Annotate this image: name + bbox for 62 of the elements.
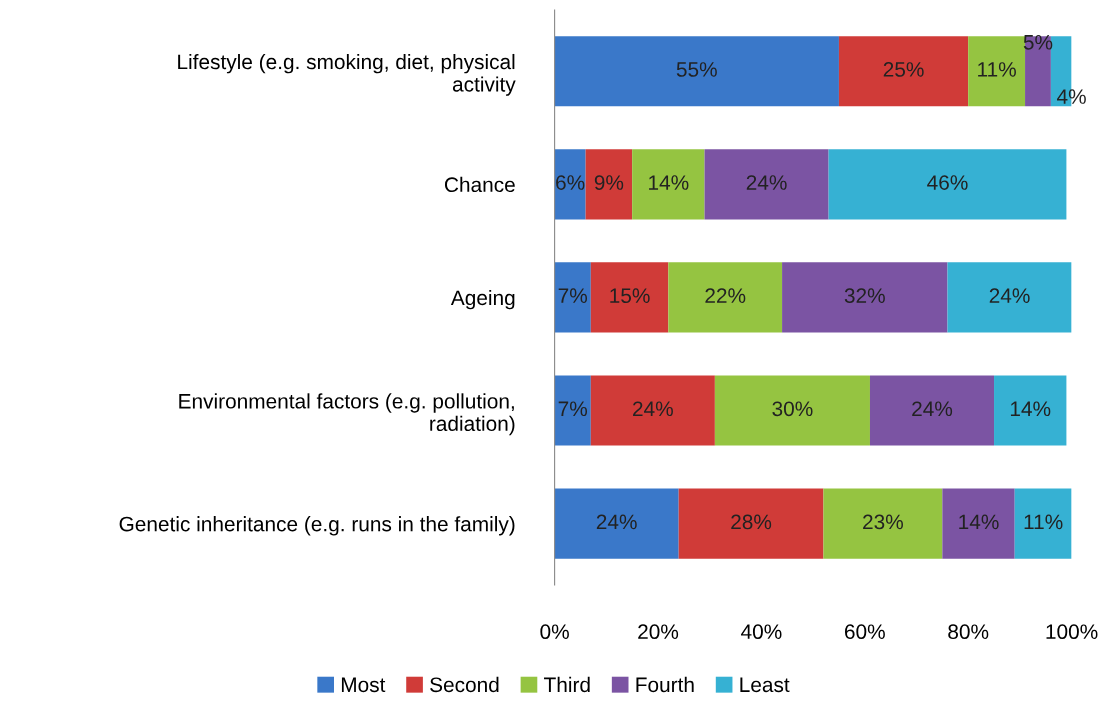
bar <box>585 149 633 220</box>
bar <box>554 375 591 446</box>
y-tick-label: Genetic inheritance (e.g. runs in the family) <box>119 516 515 536</box>
x-tick-label: 0% <box>540 624 569 640</box>
bar <box>678 488 824 559</box>
data-label: 15% <box>610 288 650 304</box>
y-tick-label: Ageing <box>450 289 515 310</box>
data-label: 14% <box>1010 401 1051 417</box>
data-label: 24% <box>912 401 953 417</box>
data-label: 24% <box>989 288 1030 303</box>
data-label: 9% <box>594 175 624 190</box>
bar <box>1014 488 1072 559</box>
bar <box>869 375 995 446</box>
data-label: 55% <box>676 62 717 77</box>
bar <box>838 36 969 107</box>
legend-label: Third <box>544 676 590 693</box>
data-label: 14% <box>649 175 689 190</box>
data-label: 22% <box>705 288 746 303</box>
data-label: 7% <box>558 288 588 303</box>
bar <box>782 262 948 333</box>
legend-label: Most <box>341 677 386 693</box>
data-label: 30% <box>772 401 813 417</box>
data-label: 25% <box>883 62 924 77</box>
bar <box>823 488 943 559</box>
bar <box>994 375 1067 446</box>
bar <box>632 149 705 220</box>
x-tick-label: 20% <box>638 624 679 640</box>
data-label: 7% <box>558 401 588 417</box>
legend-label: Second <box>430 676 499 693</box>
x-tick-label: 40% <box>741 624 782 640</box>
bar <box>947 262 1072 333</box>
bar <box>554 488 679 559</box>
bar <box>554 262 591 333</box>
bar <box>554 149 586 220</box>
data-label: 24% <box>596 514 637 530</box>
legend-label: Least <box>740 677 790 693</box>
bar <box>590 375 715 446</box>
x-tick-label: 80% <box>948 624 989 640</box>
data-label: 11% <box>978 62 1016 77</box>
bar <box>828 149 1067 220</box>
bar <box>590 262 669 333</box>
bar <box>714 375 870 446</box>
legend-label: Fourth <box>636 676 694 693</box>
data-label: 11% <box>1024 514 1063 530</box>
bar <box>668 262 783 333</box>
x-tick-label: 60% <box>845 624 885 640</box>
bar <box>704 149 829 220</box>
y-tick-label: Chance <box>444 176 515 193</box>
data-label: 46% <box>927 175 968 190</box>
data-label: 32% <box>844 288 885 304</box>
data-label: 23% <box>863 514 903 530</box>
data-label: 24% <box>746 175 787 190</box>
bar <box>554 36 839 107</box>
data-label: 6% <box>556 175 585 190</box>
bar <box>942 488 1015 559</box>
x-tick-label: 100% <box>1046 624 1098 640</box>
y-tick-label: Lifestyle (e.g. smoking, diet, physical activity <box>178 53 516 96</box>
data-label: 28% <box>731 514 772 530</box>
bar <box>968 36 1026 107</box>
data-label: 24% <box>633 401 673 417</box>
data-label: 14% <box>959 514 999 530</box>
y-tick-label: Environmental factors (e.g. pollution, radiation) <box>179 393 515 436</box>
